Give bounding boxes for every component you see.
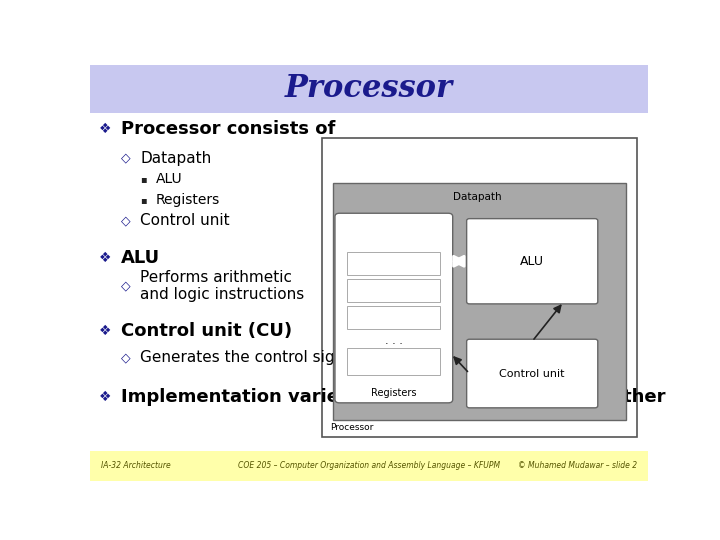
- Text: Control unit: Control unit: [140, 213, 230, 228]
- Text: Implementation varies from one processor to another: Implementation varies from one processor…: [121, 388, 665, 407]
- Text: ALU: ALU: [520, 255, 544, 268]
- Bar: [90, 451, 648, 481]
- FancyBboxPatch shape: [467, 219, 598, 304]
- Text: ALU: ALU: [121, 249, 160, 267]
- Text: ❖: ❖: [99, 324, 111, 338]
- Bar: [347, 279, 441, 302]
- Bar: [347, 348, 441, 375]
- Text: Processor consists of: Processor consists of: [121, 120, 335, 138]
- Text: Registers: Registers: [371, 388, 416, 399]
- Text: ◇: ◇: [121, 352, 130, 365]
- Text: Registers: Registers: [156, 193, 220, 207]
- Bar: [347, 306, 441, 329]
- FancyBboxPatch shape: [335, 213, 453, 403]
- Text: Processor: Processor: [285, 73, 453, 104]
- Text: ❖: ❖: [99, 122, 111, 136]
- Text: ◇: ◇: [121, 152, 130, 165]
- Text: © Muhamed Mudawar – slide 2: © Muhamed Mudawar – slide 2: [518, 461, 637, 470]
- Text: Generates the control signals required to execute instructions: Generates the control signals required t…: [140, 350, 616, 366]
- Text: Performs arithmetic
and logic instructions: Performs arithmetic and logic instructio…: [140, 270, 305, 302]
- Text: Datapath: Datapath: [140, 151, 212, 166]
- Text: IA-32 Architecture: IA-32 Architecture: [101, 461, 171, 470]
- Text: Control unit (CU): Control unit (CU): [121, 322, 292, 340]
- Text: Datapath: Datapath: [454, 192, 502, 201]
- Text: ◇: ◇: [121, 214, 130, 227]
- Text: ❖: ❖: [99, 390, 111, 404]
- Text: . . .: . . .: [384, 336, 402, 346]
- Text: ALU: ALU: [156, 172, 182, 186]
- Bar: [90, 65, 648, 113]
- Bar: [333, 183, 626, 420]
- Text: ▪: ▪: [140, 174, 147, 184]
- Text: Control unit: Control unit: [499, 369, 564, 379]
- Text: COE 205 – Computer Organization and Assembly Language – KFUPM: COE 205 – Computer Organization and Asse…: [238, 461, 500, 470]
- FancyBboxPatch shape: [467, 339, 598, 408]
- Text: ◇: ◇: [121, 280, 130, 293]
- Text: Processor: Processor: [330, 422, 373, 431]
- Text: ❖: ❖: [99, 251, 111, 265]
- Text: ▪: ▪: [140, 195, 147, 205]
- Bar: [322, 138, 636, 437]
- Bar: [347, 252, 441, 275]
